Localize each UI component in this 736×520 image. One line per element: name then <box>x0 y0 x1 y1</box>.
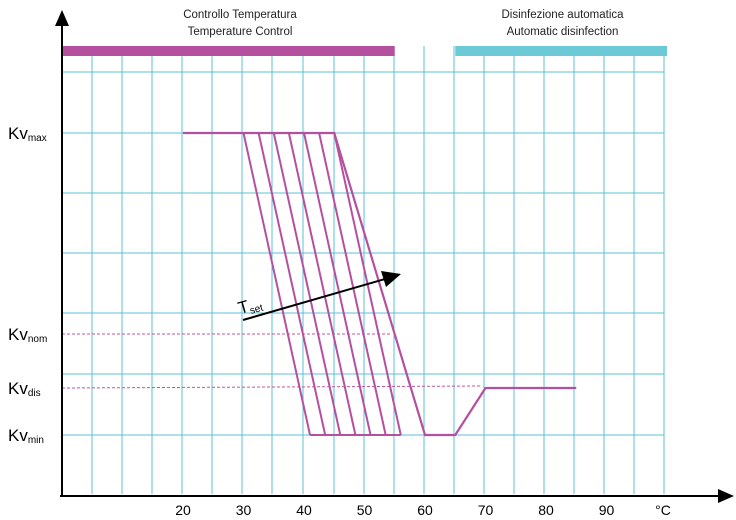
x-tick-label: 40 <box>296 502 312 518</box>
setpoint-curve <box>272 132 342 436</box>
x-tick-label: 60 <box>417 502 433 518</box>
x-tick-label: 30 <box>236 502 252 518</box>
band-label-disinfection: Disinfezione automatica Automatic disinf… <box>470 7 655 41</box>
tset-arrowhead <box>381 271 401 287</box>
y-tick-label: Kvmax <box>8 124 47 144</box>
setpoint-curve <box>303 132 372 436</box>
band-label-line2: Automatic disinfection <box>506 26 619 38</box>
y-axis-arrow <box>55 10 69 26</box>
band-label-temperature-control: Controllo Temperatura Temperature Contro… <box>150 7 330 41</box>
main-curve <box>183 131 577 437</box>
band-label-line1: Controllo Temperatura <box>183 9 297 21</box>
band-disinfection <box>455 46 667 56</box>
setpoint-curve <box>257 132 327 436</box>
x-tick-label: 90 <box>599 502 615 518</box>
reference-line-kv-dis <box>61 385 483 389</box>
x-tick-label: 20 <box>175 502 191 518</box>
y-tick-label: Kvnom <box>8 325 47 345</box>
x-tick-label: 80 <box>538 502 554 518</box>
band-label-line2: Temperature Control <box>187 26 293 38</box>
y-tick-label: Kvdis <box>8 379 41 399</box>
x-axis-arrow <box>718 489 734 503</box>
y-tick-label: Kvmin <box>8 426 44 446</box>
band-label-line1: Disinfezione automatica <box>501 9 624 21</box>
setpoint-curve <box>318 132 387 436</box>
x-tick-label: 70 <box>478 502 494 518</box>
setpoint-curve <box>287 132 357 436</box>
x-axis-unit: °C <box>655 502 671 518</box>
band-temperature-control <box>62 46 395 56</box>
setpoint-curve <box>242 132 312 436</box>
tset-label: Tset <box>236 293 265 320</box>
tset-arrow-line <box>242 276 393 321</box>
x-tick-label: 50 <box>357 502 373 518</box>
